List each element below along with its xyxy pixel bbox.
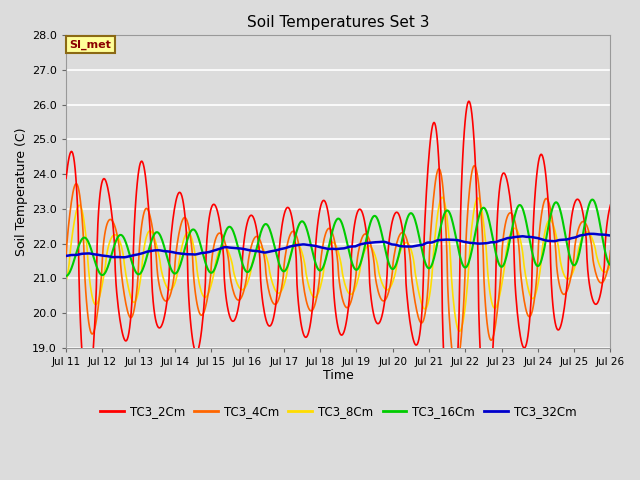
X-axis label: Time: Time: [323, 370, 354, 383]
Y-axis label: Soil Temperature (C): Soil Temperature (C): [15, 127, 28, 256]
Legend: TC3_2Cm, TC3_4Cm, TC3_8Cm, TC3_16Cm, TC3_32Cm: TC3_2Cm, TC3_4Cm, TC3_8Cm, TC3_16Cm, TC3…: [95, 400, 581, 423]
Title: Soil Temperatures Set 3: Soil Temperatures Set 3: [247, 15, 429, 30]
Text: SI_met: SI_met: [70, 39, 111, 50]
